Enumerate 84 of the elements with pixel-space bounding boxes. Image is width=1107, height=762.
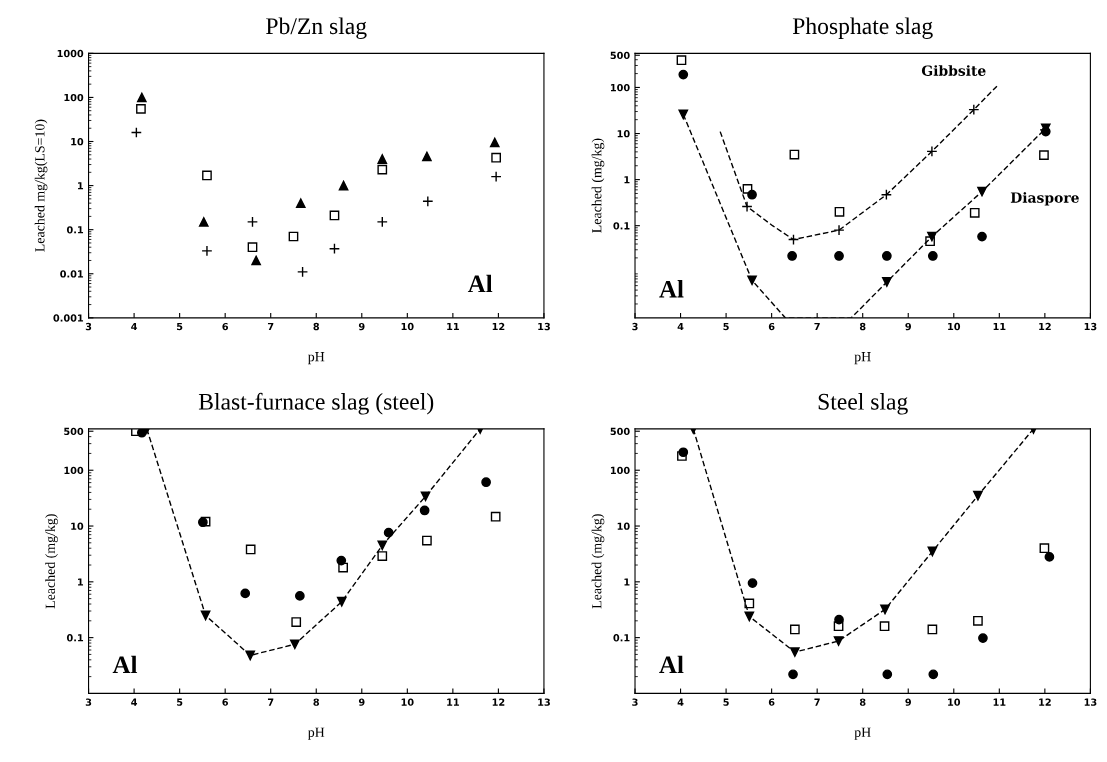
x-tick-label: 13 [1084,322,1097,331]
x-tick-label: 10 [948,698,961,706]
y-tick-label: 10 [617,130,630,138]
x-tick-label: 4 [131,698,138,706]
x-tick-label: 5 [177,323,183,331]
y-tick-label: 100 [64,466,84,475]
x-tick-label: 12 [492,322,505,331]
x-tick-label: 13 [538,698,550,706]
x-tick-label: 5 [723,323,729,331]
x-tick-label: 9 [358,698,365,706]
y-tick-label: 500 [610,427,630,436]
x-tick-label: 9 [358,322,365,331]
x-tick-label: 4 [677,698,684,706]
x-tick-label: 5 [723,698,729,706]
y-tick-label: 100 [610,466,630,475]
x-tick-label: 7 [814,698,820,706]
y-axis-title: Leached (mg/kg) [591,514,605,609]
y-tick-label: 100 [64,93,84,102]
x-axis-title: pH [307,727,325,740]
x-tick-label: 8 [313,698,320,706]
x-tick-label: 12 [1039,322,1051,331]
y-tick-label: 10 [71,137,84,146]
x-tick-label: 13 [538,322,550,331]
y-tick-label: 1 [624,578,630,586]
y-tick-label: 1 [624,176,630,184]
x-tick-label: 3 [632,698,638,706]
chart-title: Steel slag [818,393,908,415]
y-tick-label: 500 [610,51,630,60]
y-tick-label: 1 [78,578,84,586]
x-tick-label: 9 [905,322,911,331]
chart-title: Pb/Zn slag [266,17,367,39]
x-tick-label: 11 [447,698,459,706]
x-tick-label: 7 [814,323,820,331]
x-tick-label: 7 [267,323,274,331]
y-tick-label: 10 [71,522,84,530]
y-tick-label: 0.1 [66,634,84,642]
x-tick-label: 6 [768,322,775,331]
x-axis-title: pH [854,352,871,365]
x-tick-label: 4 [131,323,138,331]
x-tick-label: 9 [905,698,911,706]
x-tick-label: 6 [222,322,229,331]
annotation: Diaspore [1010,192,1079,206]
x-tick-label: 3 [85,698,92,706]
x-tick-label: 8 [859,322,866,331]
y-axis-title: Leached mg/kg(LS=10) [34,119,48,252]
y-axis-title: Leached (mg/kg) [591,138,605,233]
annotation: Al [659,655,684,673]
x-tick-label: 12 [492,698,505,706]
y-tick-label: 10 [617,522,630,530]
x-tick-label: 6 [222,698,229,706]
annotation: Al [659,280,684,298]
annotation: Al [467,274,493,293]
x-tick-label: 10 [948,322,961,331]
x-tick-label: 12 [1039,698,1051,706]
x-tick-label: 3 [85,322,92,331]
x-tick-label: 11 [993,323,1006,331]
y-tick-label: 1000 [57,49,84,58]
y-tick-label: 0.1 [66,226,84,234]
y-tick-label: 0.1 [613,634,630,642]
x-tick-label: 5 [177,698,183,706]
x-tick-label: 13 [1084,698,1097,706]
x-tick-label: 3 [632,322,638,331]
chart-title: Blast-furnace slag (steel) [198,392,434,415]
x-tick-label: 7 [267,698,274,706]
y-tick-label: 500 [64,427,84,436]
y-tick-label: 1 [78,182,84,190]
x-tick-label: 11 [993,698,1006,706]
y-tick-label: 0.01 [60,270,84,278]
annotation: Al [112,655,138,673]
y-tick-label: 100 [610,83,630,92]
annotation: Gibbsite [921,65,986,76]
x-tick-label: 6 [768,698,775,706]
x-tick-label: 8 [859,698,866,706]
y-tick-label: 0.1 [613,222,630,230]
x-tick-label: 10 [401,698,414,706]
y-axis-title: Leached (mg/kg) [45,514,58,609]
x-tick-label: 4 [677,323,684,331]
x-axis-title: pH [307,352,325,365]
x-axis-title: pH [854,727,871,740]
x-tick-label: 10 [401,322,414,331]
x-tick-label: 11 [447,323,459,331]
chart-title: Phosphate slag [792,17,933,39]
x-tick-label: 8 [313,322,320,331]
y-tick-label: 0.001 [53,314,84,322]
